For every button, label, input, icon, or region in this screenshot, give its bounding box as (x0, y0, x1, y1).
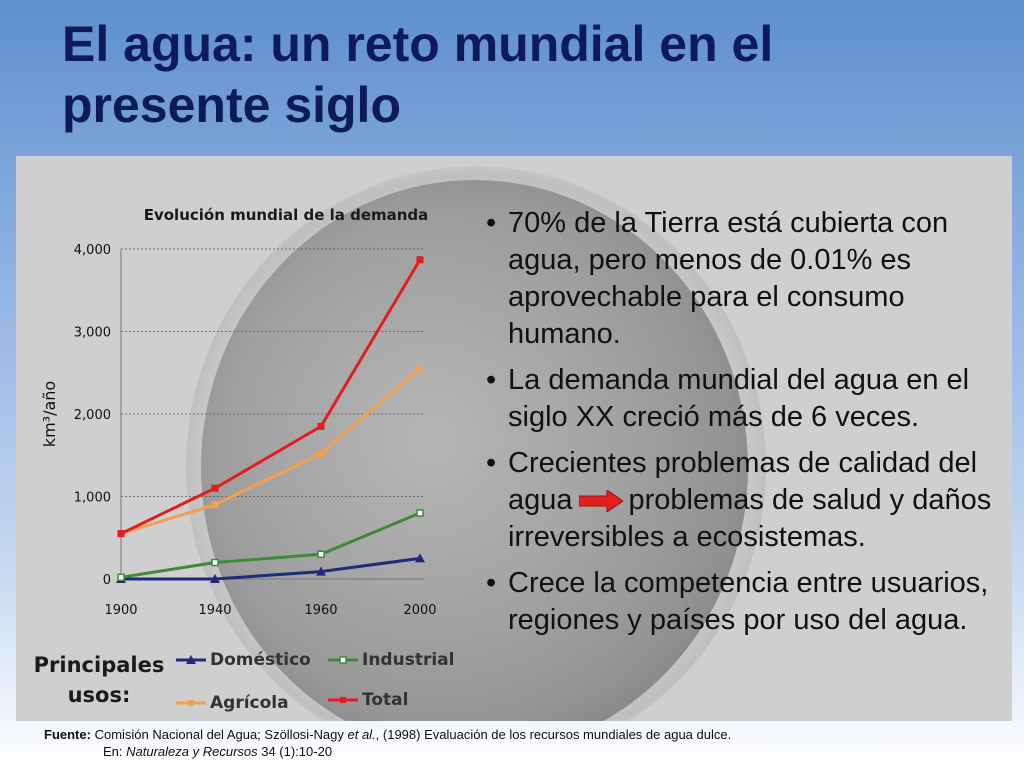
bullet-item: Crece la competencia entre usuarios, reg… (484, 565, 1004, 639)
data-point-industrial (117, 573, 125, 582)
source-label: Fuente: (44, 727, 91, 742)
source-text: , (1998) Evaluación de los recursos mund… (375, 727, 732, 742)
source-text: Comisión Nacional del Agua; Szöllosi-Nag… (94, 727, 348, 742)
x-tick-label: 1940 (198, 603, 231, 618)
series-line-total (120, 258, 422, 535)
legend-marker-agricola (176, 700, 206, 706)
right-arrow-icon (578, 490, 623, 513)
legend-marker-total (328, 697, 358, 703)
legend-marker-industrial (328, 656, 358, 664)
source-text: 34 (1):10-20 (257, 744, 333, 759)
data-point-agricola (211, 501, 219, 509)
bullet-item: 70% de la Tierra está cubierta con agua,… (484, 205, 1004, 353)
source-line-2: En: Naturaleza y Recursos 34 (1):10-20 (44, 743, 1004, 760)
legend-item-agricola: Agrícola (176, 693, 289, 713)
bullet-item: La demanda mundial del agua en el siglo … (484, 362, 1004, 436)
chart-title: Evolución mundial de la demanda (144, 206, 429, 224)
source-text-italic: et al. (347, 727, 376, 742)
y-tick-label: 0 (103, 573, 111, 588)
y-tick-label: 4,000 (74, 243, 111, 258)
data-point-agricola (416, 365, 424, 373)
series-line-industrial (120, 511, 421, 579)
bullet-text-part1: Crecientes problemas de calidad del agua (508, 447, 978, 516)
bullet-text-part2: problemas de salud y daños irreversibles… (508, 484, 992, 553)
data-point-agricola (317, 450, 325, 458)
data-point-industrial (317, 550, 325, 558)
data-point-total (317, 422, 325, 430)
source-citation: Fuente: Comisión Nacional del Agua; Szöl… (44, 726, 1004, 760)
legend-label-agricola: Agrícola (210, 693, 289, 713)
data-point-industrial (416, 509, 424, 517)
source-journal: Naturaleza y Recursos (126, 744, 258, 759)
source-line-1: Fuente: Comisión Nacional del Agua; Szöl… (44, 726, 1004, 743)
x-tick-label: 2000 (403, 603, 436, 618)
source-text: En: (103, 744, 127, 759)
data-point-domestico (415, 553, 425, 563)
data-point-domestico (316, 566, 326, 576)
demand-chart: Evolución mundial de la demanda 0 1,000 2,0… (16, 156, 476, 721)
legend-item-domestico: Doméstico (176, 650, 311, 670)
data-point-total (211, 484, 219, 492)
legend-label-total: Total (362, 690, 409, 710)
legend-title: Principales usos: (33, 653, 165, 707)
y-tick-label: 2,000 (74, 408, 111, 423)
bullet-list: 70% de la Tierra está cubierta con agua,… (484, 205, 1004, 648)
series-line-domestico (121, 556, 421, 581)
slide-title: El agua: un reto mundial en el presente … (62, 16, 774, 133)
bullet-item: Crecientes problemas de calidad del agua… (484, 445, 1004, 556)
legend-marker-domestico (176, 655, 206, 664)
legend-label-domestico: Doméstico (210, 650, 311, 670)
legend-label-industrial: Industrial (362, 650, 455, 670)
y-tick-label: 3,000 (74, 326, 111, 341)
data-point-total (117, 530, 125, 538)
x-tick-label: 1900 (104, 603, 137, 618)
legend-item-total: Total (328, 690, 409, 710)
data-point-domestico (210, 574, 220, 583)
y-tick-label: 1,000 (74, 491, 111, 506)
data-point-industrial (211, 558, 219, 567)
y-axis-label: km³/año (40, 381, 59, 447)
chart-svg: Evolución mundial de la demanda 0 1,000 2,0… (40, 206, 437, 618)
legend-item-industrial: Industrial (328, 650, 455, 670)
x-tick-label: 1960 (304, 603, 337, 618)
data-point-total (416, 256, 424, 264)
series-line-agricola (120, 367, 421, 536)
